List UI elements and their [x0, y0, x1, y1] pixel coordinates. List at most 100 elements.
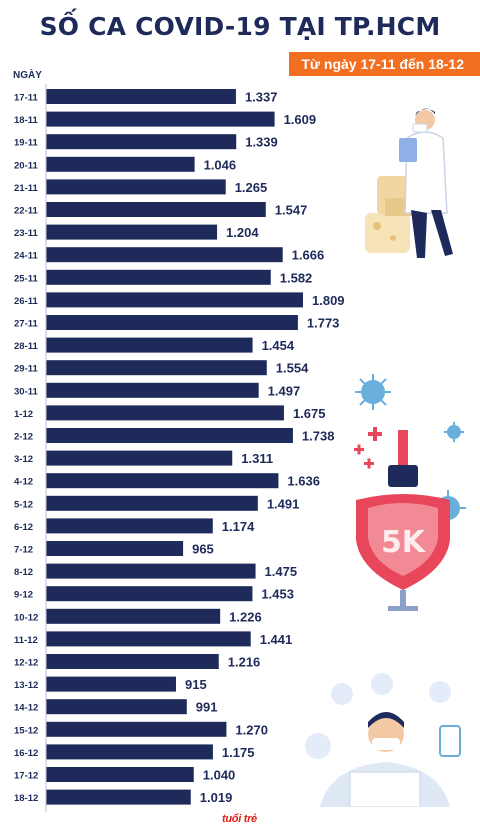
- value-label: 1.175: [222, 745, 255, 760]
- bar: [46, 450, 233, 466]
- bar: [46, 292, 303, 308]
- bar: [46, 789, 191, 805]
- value-label: 1.547: [275, 203, 308, 218]
- people-illustration: [305, 673, 461, 807]
- category-label: 18-11: [14, 115, 38, 126]
- vaccine-illustration: 5K: [354, 374, 466, 611]
- category-label: 10-12: [14, 612, 38, 623]
- category-label: 24-11: [14, 251, 38, 262]
- value-label: 1.497: [268, 383, 301, 398]
- category-label: 19-11: [14, 138, 38, 149]
- value-label: 1.453: [261, 587, 294, 602]
- date-range-badge: Từ ngày 17-11 đến 18-12: [289, 52, 480, 76]
- bar: [46, 134, 237, 150]
- bar: [46, 202, 266, 217]
- bar: [46, 586, 253, 602]
- category-label: 4-12: [14, 477, 33, 488]
- bar: [46, 315, 298, 330]
- category-label: 30-11: [14, 386, 38, 397]
- value-label: 1.216: [228, 655, 261, 670]
- value-label: 1.582: [280, 270, 313, 285]
- bar: [46, 156, 195, 172]
- category-label: 22-11: [14, 206, 38, 217]
- category-label: 11-12: [14, 635, 38, 646]
- bar: [46, 473, 279, 489]
- bar: [46, 563, 256, 579]
- bar: [46, 405, 284, 421]
- bar: [46, 767, 194, 782]
- bar: [46, 541, 184, 556]
- category-label: 17-11: [14, 93, 38, 104]
- category-label: 1-12: [14, 409, 33, 420]
- value-label: 1.773: [307, 316, 340, 331]
- value-label: 1.311: [241, 451, 273, 466]
- bar: [46, 337, 253, 353]
- value-label: 1.554: [276, 361, 309, 376]
- value-label: 1.339: [245, 135, 278, 150]
- value-label: 1.636: [287, 474, 320, 489]
- value-label: 991: [196, 700, 218, 715]
- value-label: 965: [192, 542, 214, 557]
- value-label: 1.809: [312, 293, 345, 308]
- category-label: 18-12: [14, 793, 38, 804]
- value-label: 1.675: [293, 406, 326, 421]
- value-label: 1.666: [292, 248, 325, 263]
- value-label: 1.204: [226, 225, 259, 240]
- brand-logo: tuổi trẻ: [222, 813, 257, 825]
- category-label: 5-12: [14, 499, 33, 510]
- category-label: 17-12: [14, 771, 38, 782]
- category-label: 29-11: [14, 364, 38, 375]
- value-label: 1.265: [235, 180, 268, 195]
- value-label: 1.019: [200, 790, 233, 805]
- svg-text:5K: 5K: [381, 525, 427, 560]
- category-label: 6-12: [14, 522, 33, 533]
- value-label: 1.226: [229, 609, 262, 624]
- bar: [46, 111, 275, 127]
- category-label: 9-12: [14, 590, 33, 601]
- category-label: 2-12: [14, 432, 33, 443]
- bar: [46, 721, 227, 737]
- category-label: 26-11: [14, 296, 38, 307]
- value-label: 1.738: [302, 429, 335, 444]
- category-label: 8-12: [14, 567, 33, 578]
- bar: [46, 495, 258, 511]
- category-label: 23-11: [14, 228, 38, 239]
- value-label: 1.454: [262, 338, 295, 353]
- value-label: 1.046: [204, 157, 237, 172]
- category-label: 12-12: [14, 658, 38, 669]
- bar: [46, 382, 259, 398]
- value-label: 1.475: [265, 564, 298, 579]
- value-label: 915: [185, 677, 207, 692]
- category-label: 13-12: [14, 680, 38, 691]
- bar: [46, 89, 236, 104]
- category-label: 16-12: [14, 748, 38, 759]
- value-label: 1.270: [235, 722, 268, 737]
- bar: [46, 360, 267, 376]
- value-label: 1.441: [260, 632, 293, 647]
- bar: [46, 224, 218, 240]
- bar: [46, 654, 219, 669]
- value-label: 1.609: [284, 112, 317, 127]
- category-label: 27-11: [14, 319, 38, 330]
- category-label: 15-12: [14, 725, 38, 736]
- category-label: 3-12: [14, 454, 33, 465]
- value-label: 1.491: [267, 496, 300, 511]
- category-label: 14-12: [14, 703, 38, 714]
- category-label: 7-12: [14, 545, 33, 556]
- bar: [46, 631, 251, 647]
- value-label: 1.040: [203, 768, 236, 783]
- bar: [46, 428, 293, 443]
- category-label: 21-11: [14, 183, 38, 194]
- bar: [46, 608, 221, 624]
- bar: [46, 269, 271, 285]
- chart-title: SỐ CA COVID-19 TẠI TP.HCM: [39, 12, 441, 41]
- value-label: 1.174: [222, 519, 255, 534]
- bar: [46, 676, 176, 692]
- category-label: 25-11: [14, 273, 38, 284]
- bar: [46, 247, 283, 263]
- category-label: 28-11: [14, 341, 38, 352]
- bar: [46, 744, 213, 760]
- y-axis-label: NGÀY: [13, 70, 42, 81]
- value-label: 1.337: [245, 90, 278, 105]
